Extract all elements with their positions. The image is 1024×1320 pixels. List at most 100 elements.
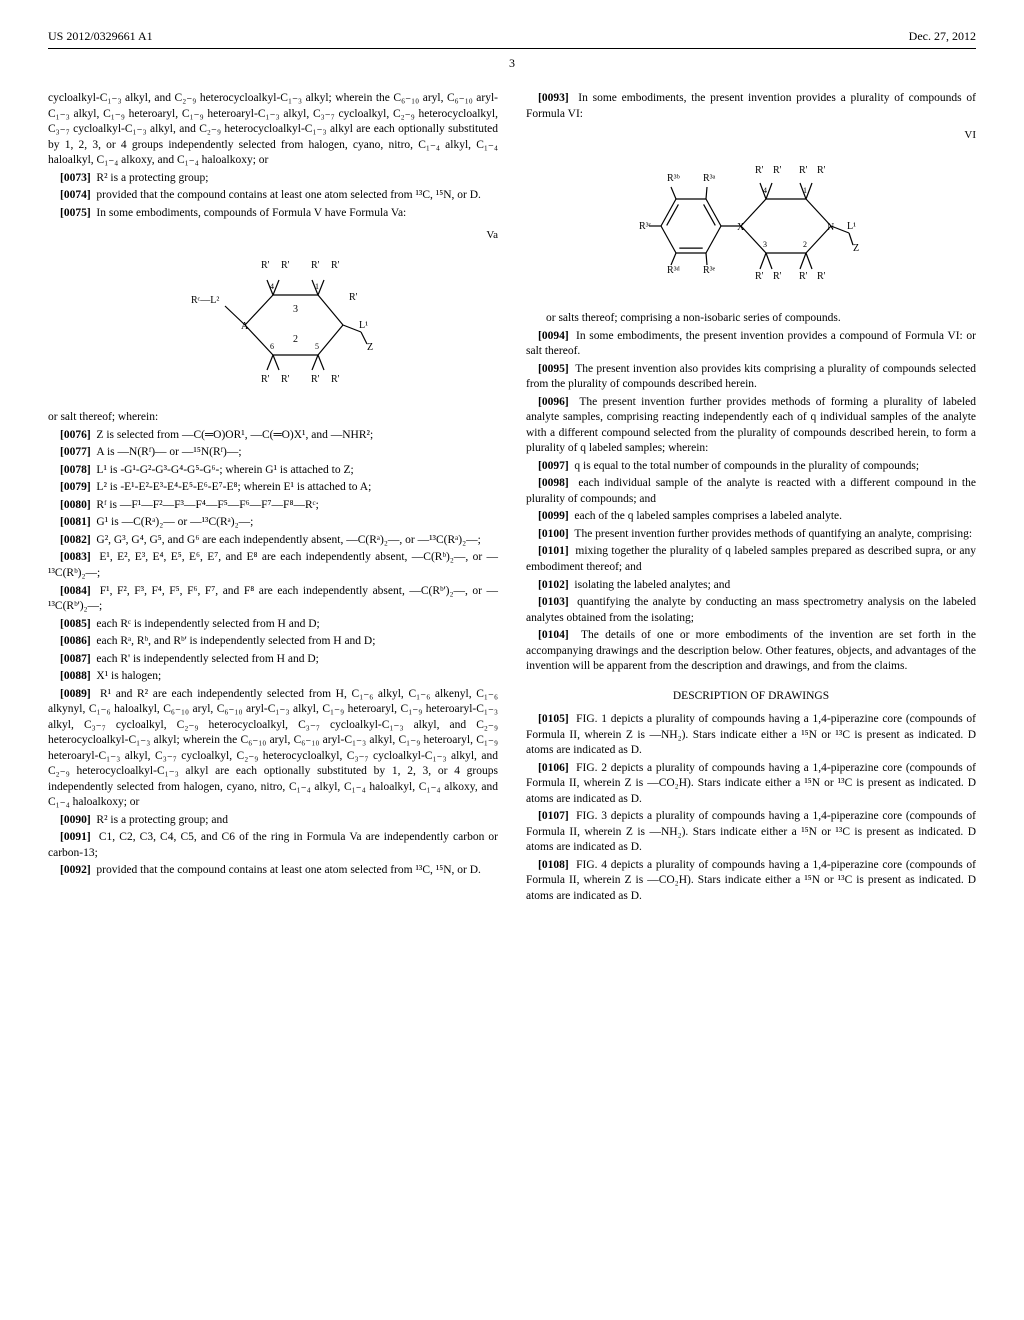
body-text: [0099] each of the q labeled samples com… (526, 509, 976, 525)
svg-text:3: 3 (293, 304, 298, 315)
svg-text:N: N (827, 222, 834, 233)
svg-text:4: 4 (270, 282, 274, 291)
publication-date: Dec. 27, 2012 (909, 28, 976, 44)
body-text: cycloalkyl-C₁₋₃ alkyl, and C₂₋₉ heterocy… (48, 91, 498, 169)
svg-text:R³ᵈ: R³ᵈ (667, 265, 680, 276)
page-number: 3 (48, 55, 976, 71)
section-heading: DESCRIPTION OF DRAWINGS (526, 689, 976, 705)
body-text: [0098] each individual sample of the ana… (526, 476, 976, 507)
body-text: or salt thereof; wherein: (48, 410, 498, 426)
svg-text:L¹: L¹ (359, 320, 368, 331)
body-text: [0079] L² is -E¹-E²-E³-E⁴-E⁵-E⁶-E⁷-E⁸; w… (48, 480, 498, 496)
body-text: [0088] X¹ is halogen; (48, 669, 498, 685)
para-num: [0107] (538, 810, 569, 822)
para-num: [0083] (60, 551, 91, 563)
body-text: [0102] isolating the labeled analytes; a… (526, 578, 976, 594)
svg-text:2: 2 (293, 334, 298, 345)
para-num: [0096] (538, 396, 569, 408)
svg-text:A: A (241, 321, 249, 332)
para-num: [0099] (538, 510, 569, 522)
body-text: [0089] R¹ and R² are each independently … (48, 687, 498, 811)
para-num: [0101] (538, 545, 569, 557)
para-num: [0108] (538, 859, 569, 871)
para-num: [0105] (538, 713, 569, 725)
chemical-structure-va: A4156Rᶜ—L²R'R'R'R'R'R'R'R'R'32L¹Z (163, 250, 383, 400)
body-text: [0094] In some embodiments, the present … (526, 329, 976, 360)
header-rule (48, 48, 976, 49)
para-num: [0095] (538, 363, 569, 375)
svg-text:3: 3 (763, 240, 767, 249)
para-num: [0093] (538, 92, 569, 104)
body-text: [0082] G², G³, G⁴, G⁵, and G⁶ are each i… (48, 533, 498, 549)
svg-text:R³ᵃ: R³ᵃ (703, 173, 716, 184)
para-num: [0091] (60, 831, 91, 843)
right-column: [0093] In some embodiments, the present … (526, 91, 976, 906)
body-text: [0097] q is equal to the total number of… (526, 459, 976, 475)
svg-text:R': R' (817, 271, 826, 282)
body-text: or salts thereof; comprising a non-isoba… (526, 311, 976, 327)
body-text: [0105] FIG. 1 depicts a plurality of com… (526, 712, 976, 759)
svg-text:L¹: L¹ (847, 221, 856, 232)
body-text: [0081] G¹ is —C(Rᵃ)₂— or —¹³C(Rᵃ)₂—; (48, 515, 498, 531)
body-text: [0087] each R' is independently selected… (48, 652, 498, 668)
body-text: [0095] The present invention also provid… (526, 362, 976, 393)
svg-text:R': R' (261, 260, 270, 271)
svg-text:R': R' (799, 165, 808, 176)
para-num: [0088] (60, 670, 91, 682)
body-text: [0078] L¹ is -G¹-G²-G³-G⁴-G⁵-G⁶-; wherei… (48, 463, 498, 479)
para-num: [0094] (538, 330, 569, 342)
body-text: [0090] R² is a protecting group; and (48, 813, 498, 829)
para-num: [0085] (60, 618, 91, 630)
two-column-layout: cycloalkyl-C₁₋₃ alkyl, and C₂₋₉ heterocy… (48, 91, 976, 906)
svg-text:5: 5 (315, 342, 319, 351)
svg-text:R': R' (773, 271, 782, 282)
para-num: [0104] (538, 629, 569, 641)
body-text: [0091] C1, C2, C3, C4, C5, and C6 of the… (48, 830, 498, 861)
body-text: [0075] In some embodiments, compounds of… (48, 206, 498, 222)
svg-text:Rᶜ—L²: Rᶜ—L² (191, 295, 219, 306)
para-num: [0089] (60, 688, 91, 700)
left-column: cycloalkyl-C₁₋₃ alkyl, and C₂₋₉ heterocy… (48, 91, 498, 906)
patent-number: US 2012/0329661 A1 (48, 28, 153, 44)
body-text: [0076] Z is selected from —C(═O)OR¹, —C(… (48, 428, 498, 444)
chemical-structure-vi: X41N23R³ᵇR³ᵃR³ᶜR³ᵈR³ᵉR'R'R'R'R'R'R'R'L¹Z (621, 151, 881, 301)
body-text: [0083] E¹, E², E³, E⁴, E⁵, E⁶, E⁷, and E… (48, 550, 498, 581)
para-num: [0097] (538, 460, 569, 472)
body-text: [0077] A is —N(Rᶠ)— or —¹⁵N(Rᶠ)—; (48, 445, 498, 461)
body-text: [0073] R² is a protecting group; (48, 171, 498, 187)
formula-label-vi: VI (526, 128, 976, 143)
svg-text:Z: Z (853, 243, 859, 254)
page-header: US 2012/0329661 A1 Dec. 27, 2012 (48, 28, 976, 44)
para-num: [0100] (538, 528, 569, 540)
body-text: [0101] mixing together the plurality of … (526, 544, 976, 575)
body-text: [0085] each Rᶜ is independently selected… (48, 617, 498, 633)
svg-text:R³ᵇ: R³ᵇ (667, 173, 680, 184)
svg-text:4: 4 (763, 186, 767, 195)
svg-text:1: 1 (803, 186, 807, 195)
body-text: [0092] provided that the compound contai… (48, 863, 498, 879)
para-num: [0073] (60, 172, 91, 184)
para-num: [0082] (60, 534, 91, 546)
svg-text:R': R' (311, 374, 320, 385)
body-text: [0108] FIG. 4 depicts a plurality of com… (526, 858, 976, 905)
para-num: [0092] (60, 864, 91, 876)
body-text: [0096] The present invention further pro… (526, 395, 976, 457)
body-text: [0103] quantifying the analyte by conduc… (526, 595, 976, 626)
para-num: [0079] (60, 481, 91, 493)
para-num: [0080] (60, 499, 91, 511)
svg-text:R': R' (281, 260, 290, 271)
svg-text:Z: Z (367, 342, 373, 353)
para-num: [0081] (60, 516, 91, 528)
body-text: [0074] provided that the compound contai… (48, 188, 498, 204)
svg-text:R': R' (281, 374, 290, 385)
body-text: [0106] FIG. 2 depicts a plurality of com… (526, 761, 976, 808)
para-num: [0090] (60, 814, 91, 826)
para-num: [0078] (60, 464, 91, 476)
body-text: [0104] The details of one or more embodi… (526, 628, 976, 675)
svg-text:R': R' (349, 292, 358, 303)
svg-text:R': R' (331, 260, 340, 271)
body-text: [0086] each Rᵃ, Rᵇ, and Rᵇ' is independe… (48, 634, 498, 650)
svg-text:R³ᶜ: R³ᶜ (639, 221, 652, 232)
para-num: [0075] (60, 207, 91, 219)
svg-text:R³ᵉ: R³ᵉ (703, 265, 716, 276)
